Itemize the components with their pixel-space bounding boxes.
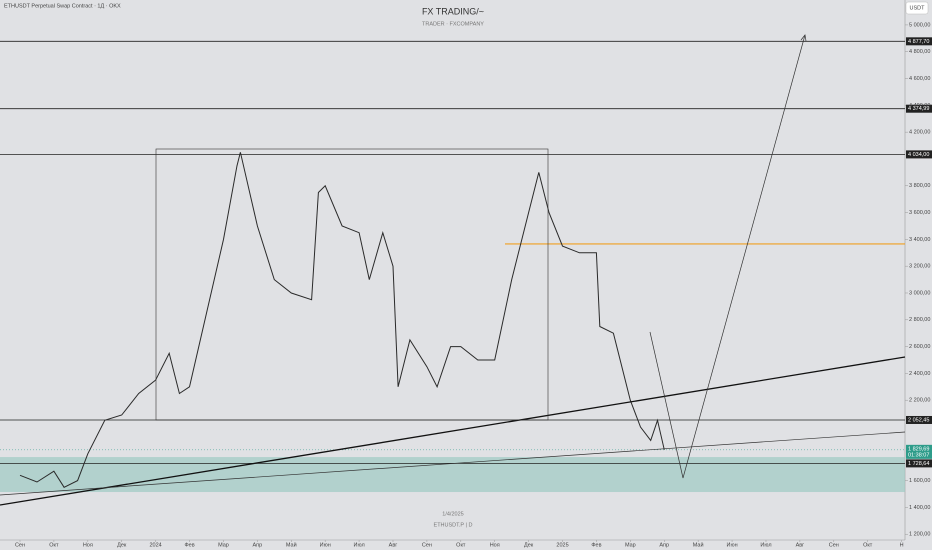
x-tick-label: Авг — [796, 542, 805, 548]
level-label-box — [906, 459, 932, 468]
y-tick-label: 5 000,00 — [909, 22, 930, 28]
x-tick-label: Окт — [863, 542, 873, 548]
subtitle: TRADER · FXCOMPANY — [422, 21, 484, 27]
demand-zone — [0, 457, 905, 493]
symbol: ETHUSDT Perpetual Swap Contract · 1Д · O… — [4, 3, 121, 9]
x-tick-label: Ноя — [490, 542, 500, 548]
y-tick-label: 3 000,00 — [909, 290, 930, 296]
x-tick-label: Мар — [625, 542, 636, 548]
x-tick-label: Н — [900, 542, 904, 548]
currency-box — [905, 1, 929, 15]
y-tick-label: 3 400,00 — [909, 237, 930, 243]
x-tick-label: Июл — [353, 542, 364, 548]
x-tick-label: Дек — [524, 542, 534, 548]
y-tick-label: 2 400,00 — [909, 371, 930, 377]
x-tick-label: Июл — [760, 542, 771, 548]
x-tick-label: Сен — [829, 542, 839, 548]
y-tick-label: 4 200,00 — [909, 130, 930, 136]
trend-line — [0, 431, 906, 496]
level-label: 1 728,64 — [908, 461, 929, 467]
y-tick-label: 3 600,00 — [909, 210, 930, 216]
level-label-box — [906, 104, 932, 113]
projection — [649, 34, 806, 479]
currency: USDT — [910, 5, 926, 11]
y-tick-label: 2 600,00 — [909, 344, 930, 350]
x-tick-label: Май — [693, 541, 704, 548]
x-tick-label: Авг — [389, 542, 398, 548]
title: FX TRADING/~ — [422, 6, 484, 16]
y-tick-label: 2 200,00 — [909, 398, 930, 404]
x-tick-label: Фев — [591, 542, 601, 548]
level-label: 4 374,99 — [908, 106, 929, 112]
watermark-ticker: ETHUSDT.P | D — [434, 522, 473, 528]
x-tick-label: Дек — [117, 542, 127, 548]
y-tick-label: 1 600,00 — [909, 478, 930, 484]
y-tick-label: 2 800,00 — [909, 317, 930, 323]
x-tick-label: Окт — [456, 542, 466, 548]
x-tick-label: Апр — [659, 542, 669, 548]
x-tick-label: Май — [286, 541, 297, 548]
x-tick-label: Окт — [49, 542, 59, 548]
level-label-box — [906, 37, 932, 46]
level-label: 4 877,70 — [908, 39, 929, 45]
x-tick-label: Ноя — [83, 542, 93, 548]
trend-line — [0, 356, 906, 506]
current-price-label: 1 829,69 — [908, 446, 929, 452]
x-tick-label: Фев — [184, 542, 194, 548]
plot — [0, 24, 932, 542]
watermark-date: 1/4/2025 — [442, 511, 463, 517]
y-tick-label: 1 200,00 — [909, 532, 930, 538]
x-tick-label: 2025 — [556, 542, 568, 548]
y-tick-label: 4 400,00 — [909, 103, 930, 109]
x-tick-label: Июн — [320, 542, 331, 548]
x-tick-label: 2024 — [150, 542, 162, 548]
y-tick-label: 3 800,00 — [909, 183, 930, 189]
x-tick-label: Сен — [422, 542, 432, 548]
y-tick-label: 1 400,00 — [909, 505, 930, 511]
arrow-head — [800, 34, 807, 42]
countdown: 01:38:07 — [908, 452, 929, 458]
level-label: 2 052,45 — [908, 417, 929, 423]
level-label-box — [906, 150, 932, 159]
x-tick-label: Июн — [727, 542, 738, 548]
y-tick-label: 3 200,00 — [909, 264, 930, 270]
x-tick-label: Сен — [15, 542, 25, 548]
range-box — [155, 148, 549, 421]
current-price-box — [906, 444, 932, 459]
level-label: 4 034,00 — [908, 152, 929, 158]
x-tick-label: Мар — [218, 542, 229, 548]
level-label-box — [906, 415, 932, 424]
price-line — [19, 152, 665, 488]
x-tick-label: Апр — [253, 542, 263, 548]
y-tick-label: 4 800,00 — [909, 49, 930, 55]
y-tick-label: 4 600,00 — [909, 76, 930, 82]
